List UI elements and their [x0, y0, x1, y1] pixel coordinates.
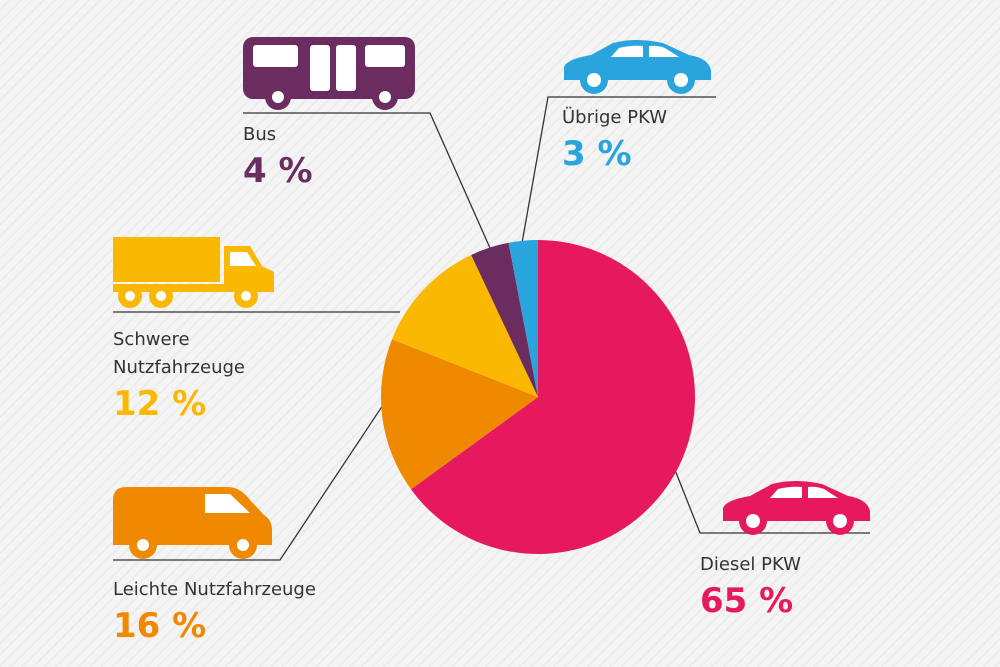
van-icon	[113, 487, 272, 559]
car-icon	[723, 481, 870, 535]
slice-label: Übrige PKW 3 %	[562, 104, 712, 174]
leader-lines	[113, 96, 870, 561]
category-name: Bus	[243, 124, 277, 145]
value-label: 65 %	[700, 581, 794, 621]
slice-label: Leichte Nutzfahrzeuge 16 %	[113, 576, 373, 646]
leader-line	[674, 469, 870, 534]
category-name: Schwere Nutzfahrzeuge	[113, 329, 245, 378]
pie-slice	[392, 254, 538, 397]
value-label: 3 %	[562, 134, 632, 174]
value-label: 4 %	[243, 151, 313, 191]
pie-slice	[471, 242, 538, 397]
category-name: Übrige PKW	[562, 107, 668, 128]
pie-slice	[508, 240, 538, 397]
value-label: 16 %	[113, 606, 207, 646]
leader-line	[243, 112, 491, 249]
bus-icon	[243, 37, 415, 110]
category-name: Leichte Nutzfahrzeuge	[113, 579, 316, 600]
truck-icon	[113, 237, 274, 308]
car-icon	[564, 40, 711, 94]
pie-slice	[410, 240, 696, 554]
slice-label: Diesel PKW 65 %	[700, 551, 900, 621]
leader-line	[521, 96, 716, 244]
value-label: 12 %	[113, 384, 207, 424]
pie	[381, 240, 696, 554]
leader-line	[113, 404, 384, 561]
slice-label: Schwere Nutzfahrzeuge 12 %	[113, 326, 263, 424]
slice-label: Bus 4 %	[243, 121, 393, 191]
category-name: Diesel PKW	[700, 554, 801, 575]
pie-slice	[381, 339, 538, 490]
